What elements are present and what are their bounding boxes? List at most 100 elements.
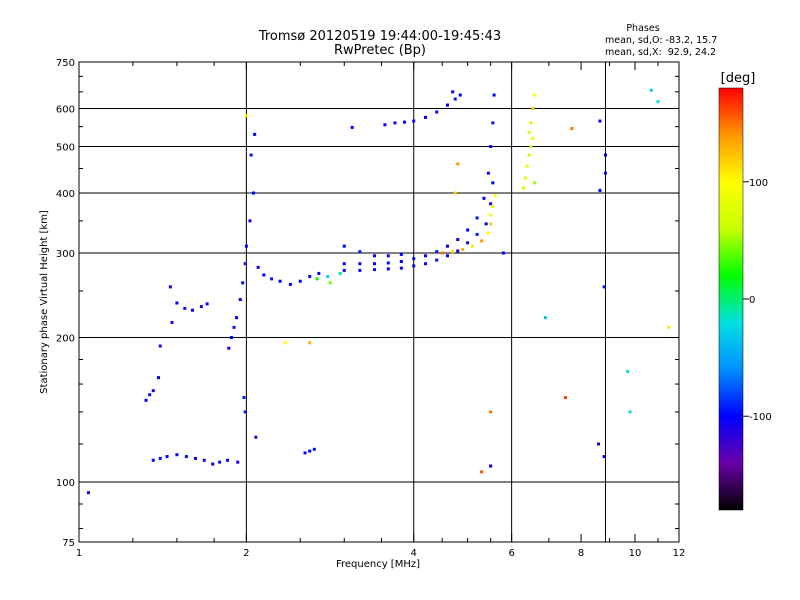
data-point [649, 88, 653, 92]
data-point [501, 251, 505, 255]
data-point [158, 344, 162, 348]
data-point [435, 110, 439, 114]
data-point [529, 145, 533, 149]
data-point [412, 257, 416, 261]
data-point [603, 171, 607, 175]
data-point [308, 275, 312, 279]
data-point [386, 267, 390, 271]
data-point [168, 285, 172, 289]
data-point [628, 410, 632, 414]
data-point [326, 275, 330, 279]
data-point [393, 121, 397, 125]
y-tick-label: 600 [56, 105, 75, 116]
data-point [244, 114, 248, 118]
grid-lines [79, 62, 679, 542]
data-point [475, 216, 479, 220]
y-tick-label: 500 [56, 143, 75, 154]
data-point [262, 273, 266, 277]
data-point [256, 265, 260, 269]
y-tick-label: 400 [56, 189, 75, 200]
y-tick-label: 75 [62, 538, 75, 549]
data-point [303, 451, 307, 455]
data-point [403, 120, 407, 124]
data-point [278, 279, 282, 283]
data-point [358, 268, 362, 272]
data-point [445, 254, 449, 258]
data-point [372, 254, 376, 258]
data-point [597, 442, 601, 446]
data-point [399, 266, 403, 270]
data-point [531, 107, 535, 111]
data-point [229, 336, 233, 340]
data-point [249, 153, 253, 157]
data-point [165, 455, 169, 459]
data-point [386, 261, 390, 265]
data-point [241, 281, 245, 285]
data-point [521, 186, 525, 190]
stats-header: Phases [626, 23, 659, 34]
data-point [350, 125, 354, 129]
data-point [453, 97, 457, 101]
data-point [533, 181, 537, 185]
data-point [205, 302, 209, 306]
data-point [283, 341, 287, 345]
data-point [151, 389, 155, 393]
x-tick-label: 10 [629, 548, 642, 559]
data-point [480, 239, 484, 243]
data-point [342, 268, 346, 272]
data-point [489, 202, 493, 206]
data-point [533, 93, 537, 97]
data-point [491, 181, 495, 185]
data-point [435, 258, 439, 262]
data-point [458, 93, 462, 97]
chart-subtitle: RwPretec (Bp) [334, 43, 426, 58]
data-point [445, 103, 449, 107]
data-point [489, 410, 493, 414]
data-point [451, 90, 455, 94]
data-point [424, 254, 428, 258]
data-point [482, 196, 486, 200]
data-point [298, 279, 302, 283]
colorbar [718, 87, 744, 511]
data-point [435, 250, 439, 254]
data-point [461, 248, 465, 252]
data-point [564, 396, 568, 400]
data-point [466, 228, 470, 232]
data-point [158, 456, 162, 460]
data-point [456, 249, 460, 253]
data-point [424, 115, 428, 119]
data-point [236, 460, 240, 464]
colorbar-label: [deg] [721, 71, 756, 86]
x-tick-label: 12 [673, 548, 686, 559]
data-point [175, 453, 179, 457]
data-point [493, 194, 497, 198]
data-point [372, 268, 376, 272]
data-point [358, 250, 362, 254]
data-point [288, 282, 292, 286]
data-point [489, 145, 493, 149]
data-point [218, 460, 222, 464]
data-point [151, 458, 155, 462]
colorbar-ticks: 100 0 -100 [743, 178, 772, 423]
data-point [598, 119, 602, 123]
data-point [489, 222, 493, 226]
data-point [244, 244, 248, 248]
data-point [308, 341, 312, 345]
plot-frame [78, 61, 680, 543]
stats-line-o: mean, sd,O: -83.2, 15.7 [605, 35, 717, 46]
data-point [603, 153, 607, 157]
data-point [489, 213, 493, 217]
data-point [184, 455, 188, 459]
data-point [399, 252, 403, 256]
data-point [489, 464, 493, 468]
data-point [342, 262, 346, 266]
data-point [531, 136, 535, 140]
data-point [598, 188, 602, 192]
data-point [317, 271, 321, 275]
data-point [456, 238, 460, 242]
data-point [399, 260, 403, 264]
data-point [372, 262, 376, 266]
data-point [157, 376, 161, 380]
y-tick-label: 100 [56, 478, 75, 489]
